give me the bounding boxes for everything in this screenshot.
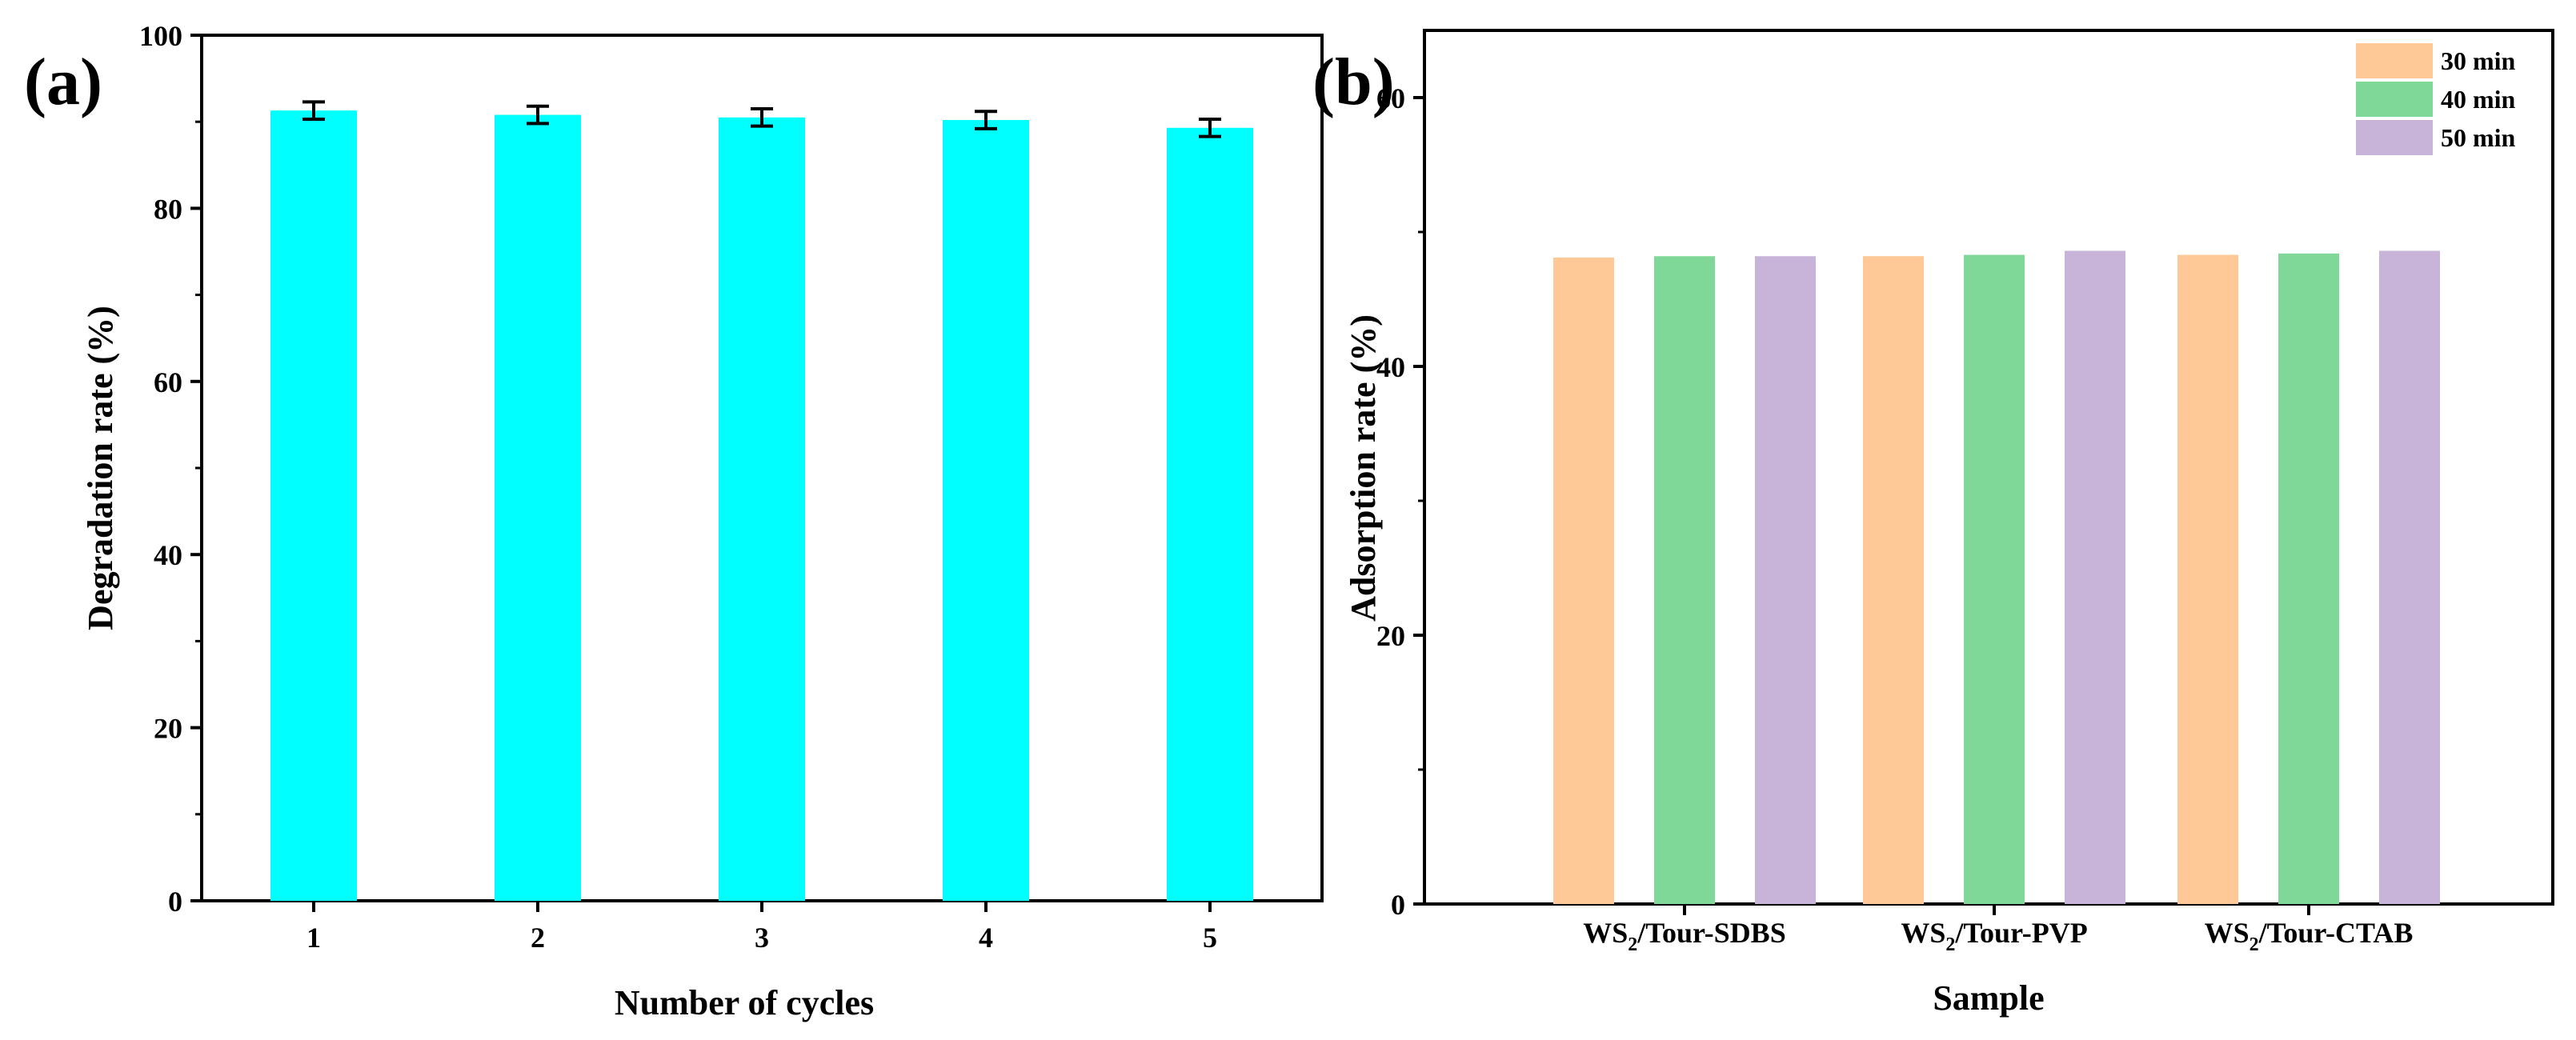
panel-a-y-tick-label: 60 [154, 366, 182, 398]
panel-b-y-tick-label: 20 [1376, 620, 1405, 652]
panel-b-bar-30-min-group-1 [1553, 257, 1614, 904]
panel-a-y-tick-label: 100 [139, 20, 182, 52]
panel-b-bar-30-min-group-2 [1863, 256, 1924, 904]
panel-b-legend-swatch-30-min [2356, 43, 2433, 78]
panel-a-bar-4 [943, 120, 1029, 901]
panel-b-x-tick-label: WS2/Tour-PVP [1901, 917, 2087, 955]
panel-b-label: (b) [1312, 45, 1395, 119]
panel-a-y-axis: 0 20 40 60 80 100 [139, 20, 202, 918]
panel-b-legend-label-30-min: 30 min [2441, 46, 2516, 75]
panel-a-label: (a) [24, 45, 102, 119]
panel-a-bar-2 [495, 114, 581, 901]
panel-b-bar-50-min-group-3 [2379, 250, 2440, 904]
panel-a-bar-3 [719, 117, 805, 902]
panel-a-y-tick-label: 20 [154, 713, 182, 745]
panel-b-legend-swatch-40-min [2356, 82, 2433, 117]
panel-b-legend-label-40-min: 40 min [2441, 85, 2516, 114]
panel-b-legend: 30 min 40 min 50 min [2356, 43, 2516, 155]
panel-b-bar-50-min-group-2 [2065, 250, 2125, 904]
panel-a-bars [270, 100, 1253, 902]
panel-b-x-axis-title: Sample [1933, 978, 2044, 1018]
panel-b-bar-40-min-group-1 [1654, 256, 1715, 904]
panel-a-y-tick-label: 0 [168, 886, 182, 918]
panel-a-x-axis: 1 2 3 4 5 [306, 901, 1217, 954]
panel-a-error-bar-2 [527, 104, 549, 126]
panel-b-y-tick-label: 0 [1391, 889, 1405, 921]
panel-a-error-bar-5 [1199, 117, 1221, 138]
panel-b-x-axis: WS2/Tour-SDBS WS2/Tour-PVP WS2/Tour-CTAB [1583, 904, 2413, 955]
panel-b-y-tick-label: 60 [1376, 82, 1405, 114]
panel-b-y-axis-title: Adsorption rate (%) [1344, 314, 1383, 622]
panel-a-x-axis-title: Number of cycles [615, 983, 874, 1022]
panel-a-x-tick-label: 3 [755, 922, 769, 954]
panel-b-x-tick-label: WS2/Tour-CTAB [2205, 917, 2414, 955]
panel-b-y-axis: 0 20 40 60 [1376, 82, 1424, 921]
panel-a-error-bar-4 [975, 110, 997, 130]
panel-a-y-axis-title: Degradation rate (%) [81, 306, 120, 630]
panel-a-bar-1 [270, 110, 357, 901]
panel-b-legend-label-50-min: 50 min [2441, 123, 2516, 152]
panel-a-degradation-chart: (a) 0 20 40 60 80 100 1 2 3 4 5 Degradation rate … [24, 20, 1324, 1022]
panel-b-x-tick-label: WS2/Tour-SDBS [1583, 917, 1785, 955]
panel-b-legend-swatch-50-min [2356, 120, 2433, 155]
panel-a-x-tick-label: 4 [979, 922, 993, 954]
panel-b-bars [1553, 250, 2440, 904]
panel-a-bar-5 [1167, 127, 1253, 902]
panel-a-y-tick-label: 80 [154, 193, 182, 225]
panel-a-y-tick-label: 40 [154, 539, 182, 571]
panel-a-error-bar-1 [302, 100, 325, 121]
panel-b-bar-40-min-group-2 [1964, 254, 2025, 904]
panel-b-bar-50-min-group-1 [1755, 256, 1816, 904]
panel-a-x-tick-label: 1 [306, 922, 321, 954]
panel-a-error-bar-3 [751, 106, 773, 128]
panel-a-x-tick-label: 5 [1203, 922, 1217, 954]
panel-b-bar-40-min-group-3 [2278, 253, 2339, 904]
panel-b-bar-30-min-group-3 [2177, 254, 2238, 904]
panel-b-y-tick-label: 40 [1376, 351, 1405, 383]
panel-a-x-tick-label: 2 [531, 922, 545, 954]
